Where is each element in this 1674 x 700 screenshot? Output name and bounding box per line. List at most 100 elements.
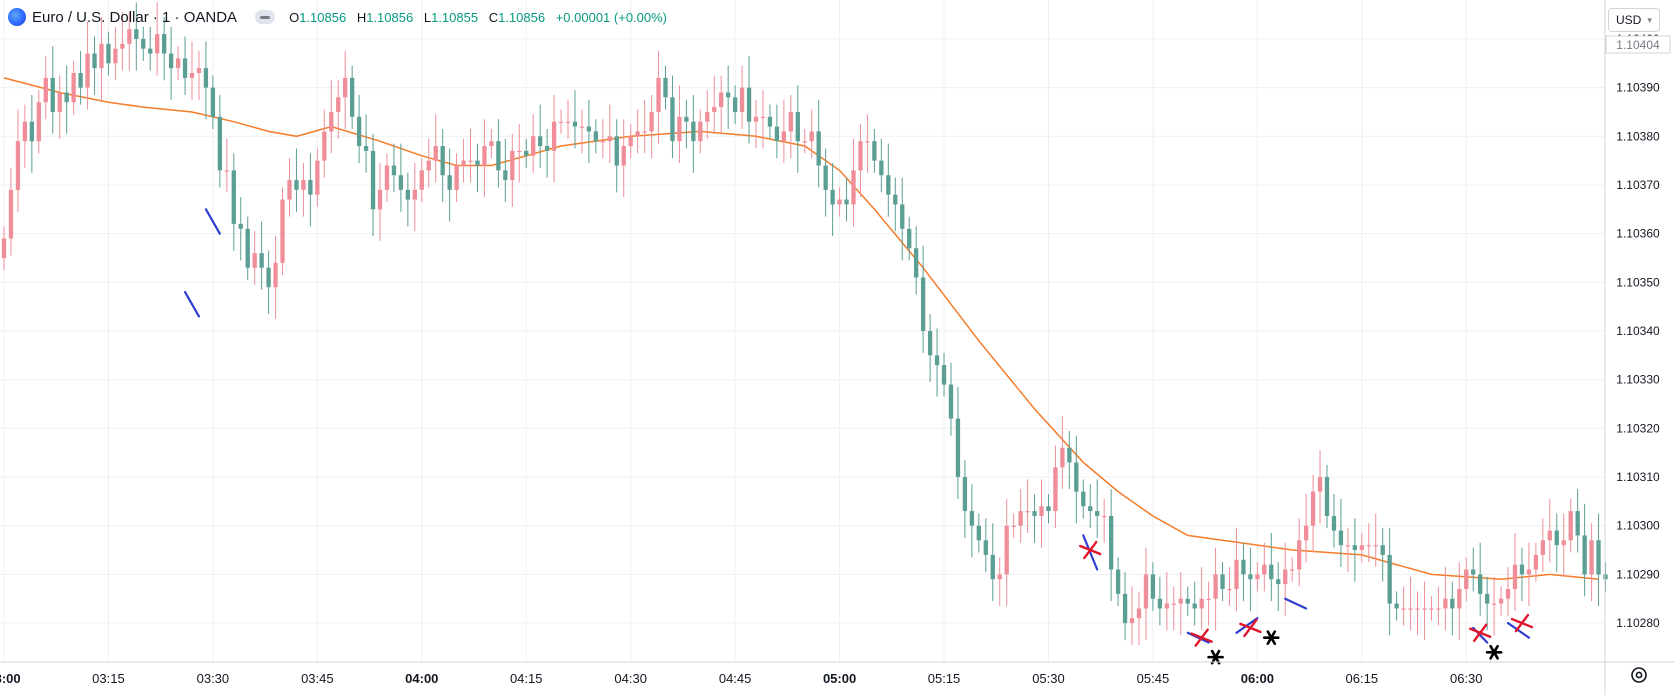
candle [161, 17, 167, 81]
candle [1213, 547, 1218, 631]
candle-body [1310, 491, 1316, 526]
candle [635, 109, 640, 154]
candle [760, 90, 766, 149]
candle [92, 36, 97, 95]
candle [8, 167, 14, 256]
candle [1443, 567, 1448, 631]
candle-body [377, 189, 383, 210]
candle [280, 187, 285, 276]
candle-body [517, 150, 522, 153]
candle-body [1067, 447, 1072, 463]
candle [851, 138, 856, 227]
candle [134, 2, 139, 71]
candle-body [8, 189, 14, 239]
candle-body [224, 170, 229, 172]
candle [106, 31, 111, 76]
candle [440, 128, 445, 203]
time-axis[interactable]: 03:00 03:15 03:30 03:45 04:00 04:15 04:30 04:45… [0, 671, 1483, 686]
candle [1373, 513, 1378, 568]
candle [1540, 518, 1546, 572]
candle-body [1380, 545, 1385, 555]
candle-body [398, 175, 404, 190]
candle [50, 46, 55, 134]
candle [287, 158, 292, 217]
candle [976, 513, 981, 553]
candle-body [642, 131, 647, 133]
candle [363, 114, 369, 173]
symbol-title[interactable]: Euro / U.S. Dollar · 1 · OANDA [32, 8, 238, 26]
moving-average-line [3, 77, 1599, 581]
candle [732, 85, 738, 125]
candle-body [1519, 564, 1525, 575]
candle [127, 12, 132, 71]
candle [1108, 489, 1114, 602]
candle [412, 163, 417, 232]
candle-body [1220, 574, 1225, 589]
candle-body [134, 29, 139, 39]
candle [649, 94, 654, 159]
candle [482, 119, 487, 198]
candle-body [29, 121, 35, 142]
candle [719, 75, 724, 134]
price-tick-label: 1.10280 [1616, 616, 1660, 630]
annotation-cross [1468, 623, 1492, 642]
candle-body [1366, 545, 1371, 547]
candle [948, 362, 954, 436]
candle [1498, 586, 1504, 616]
candle [663, 65, 668, 110]
candle [969, 484, 975, 558]
candle-body [1122, 593, 1128, 624]
open-value: 1.10856 [299, 9, 347, 25]
candle [15, 109, 21, 212]
candle [1206, 581, 1211, 626]
candle [196, 51, 202, 100]
eye-toggle-icon[interactable] [255, 10, 276, 24]
annotation-cross [1239, 618, 1262, 638]
candle-body [1053, 467, 1058, 512]
oanda-logo-icon[interactable] [8, 8, 26, 26]
candle-body [712, 107, 717, 112]
candle [1241, 542, 1246, 602]
candle-body [113, 48, 118, 64]
candle [1317, 450, 1323, 524]
candle [1526, 542, 1532, 607]
annotation-line [1082, 534, 1099, 571]
candle-body [99, 43, 104, 69]
price-tick-label: 1.10310 [1616, 470, 1660, 484]
candle [120, 12, 125, 71]
candle [642, 99, 647, 154]
candle [823, 148, 828, 217]
candle [844, 177, 849, 222]
annotation-line [183, 290, 201, 318]
candle [1359, 533, 1364, 563]
candle [1185, 586, 1190, 616]
candle-body [809, 131, 814, 142]
candle [1484, 576, 1490, 631]
candle-body [1143, 574, 1149, 609]
candle [656, 51, 661, 144]
candle-body [941, 365, 947, 385]
time-tick-label: 06:00 [1241, 671, 1274, 686]
candle-body [1603, 574, 1608, 580]
candle-body [510, 150, 515, 181]
price-axis[interactable]: 1.104001.103901.103801.103701.103601.103… [1616, 32, 1660, 630]
currency-dropdown[interactable]: USD ▾ [1608, 8, 1660, 32]
low-key: L [423, 9, 432, 25]
candle-body [1248, 574, 1253, 580]
candle-body [1255, 574, 1260, 580]
candle-body [1227, 588, 1232, 591]
candle [1408, 576, 1413, 631]
candle [767, 104, 773, 139]
candle [85, 21, 90, 110]
gear-icon[interactable] [1626, 662, 1652, 688]
candle-body [593, 131, 599, 142]
candle [1296, 518, 1302, 587]
candle-body [1352, 545, 1358, 551]
candle [941, 352, 947, 397]
candle [1157, 576, 1163, 626]
candle [914, 226, 919, 295]
candle-body [454, 165, 459, 190]
open-key: O [289, 9, 300, 25]
